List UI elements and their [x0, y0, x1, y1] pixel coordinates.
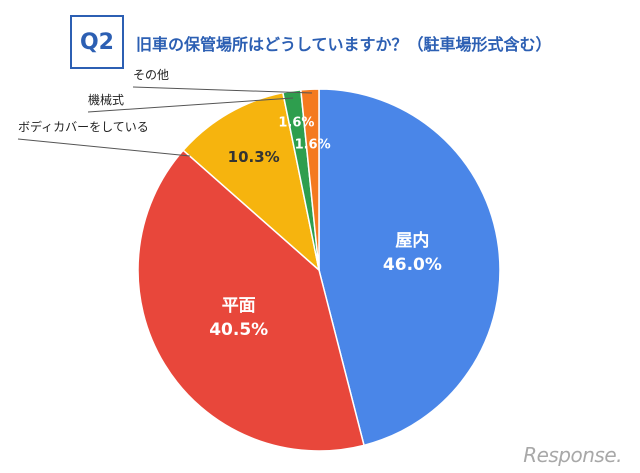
pie-slice-3	[182, 91, 321, 273]
pie-slice-1	[318, 88, 501, 447]
question-badge: Q2	[70, 15, 124, 69]
slice-value-label: 40.5%	[209, 320, 268, 340]
pie-slice-2	[137, 149, 365, 452]
slice-value-label: 1.6%	[295, 138, 331, 153]
pie-labels: 屋内 46.0% 平面 40.5% 10.3% ボディカバーをしている 1.6% 機械式 1.6…	[17, 68, 442, 340]
slice-category-label: 機械式	[88, 92, 124, 107]
slice-name-label: 平面	[222, 296, 256, 316]
response-logo: Response.	[523, 443, 622, 467]
pie-slices	[137, 88, 501, 452]
leader-line	[132, 86, 313, 94]
slice-category-label: ボディカバーをしている	[18, 119, 149, 134]
slice-category-label: その他	[133, 68, 169, 82]
leader-line	[17, 138, 191, 157]
slice-name-label: 屋内	[395, 230, 429, 251]
slice-value-label: 10.3%	[228, 148, 280, 166]
leader-line	[87, 97, 294, 113]
slice-value-label: 46.0%	[383, 255, 442, 275]
chart-title: 旧車の保管場所はどうしていますか？（駐車場形式含む）	[136, 35, 552, 54]
slice-value-label: 1.6%	[278, 116, 314, 131]
pie-slice-5	[300, 88, 320, 271]
